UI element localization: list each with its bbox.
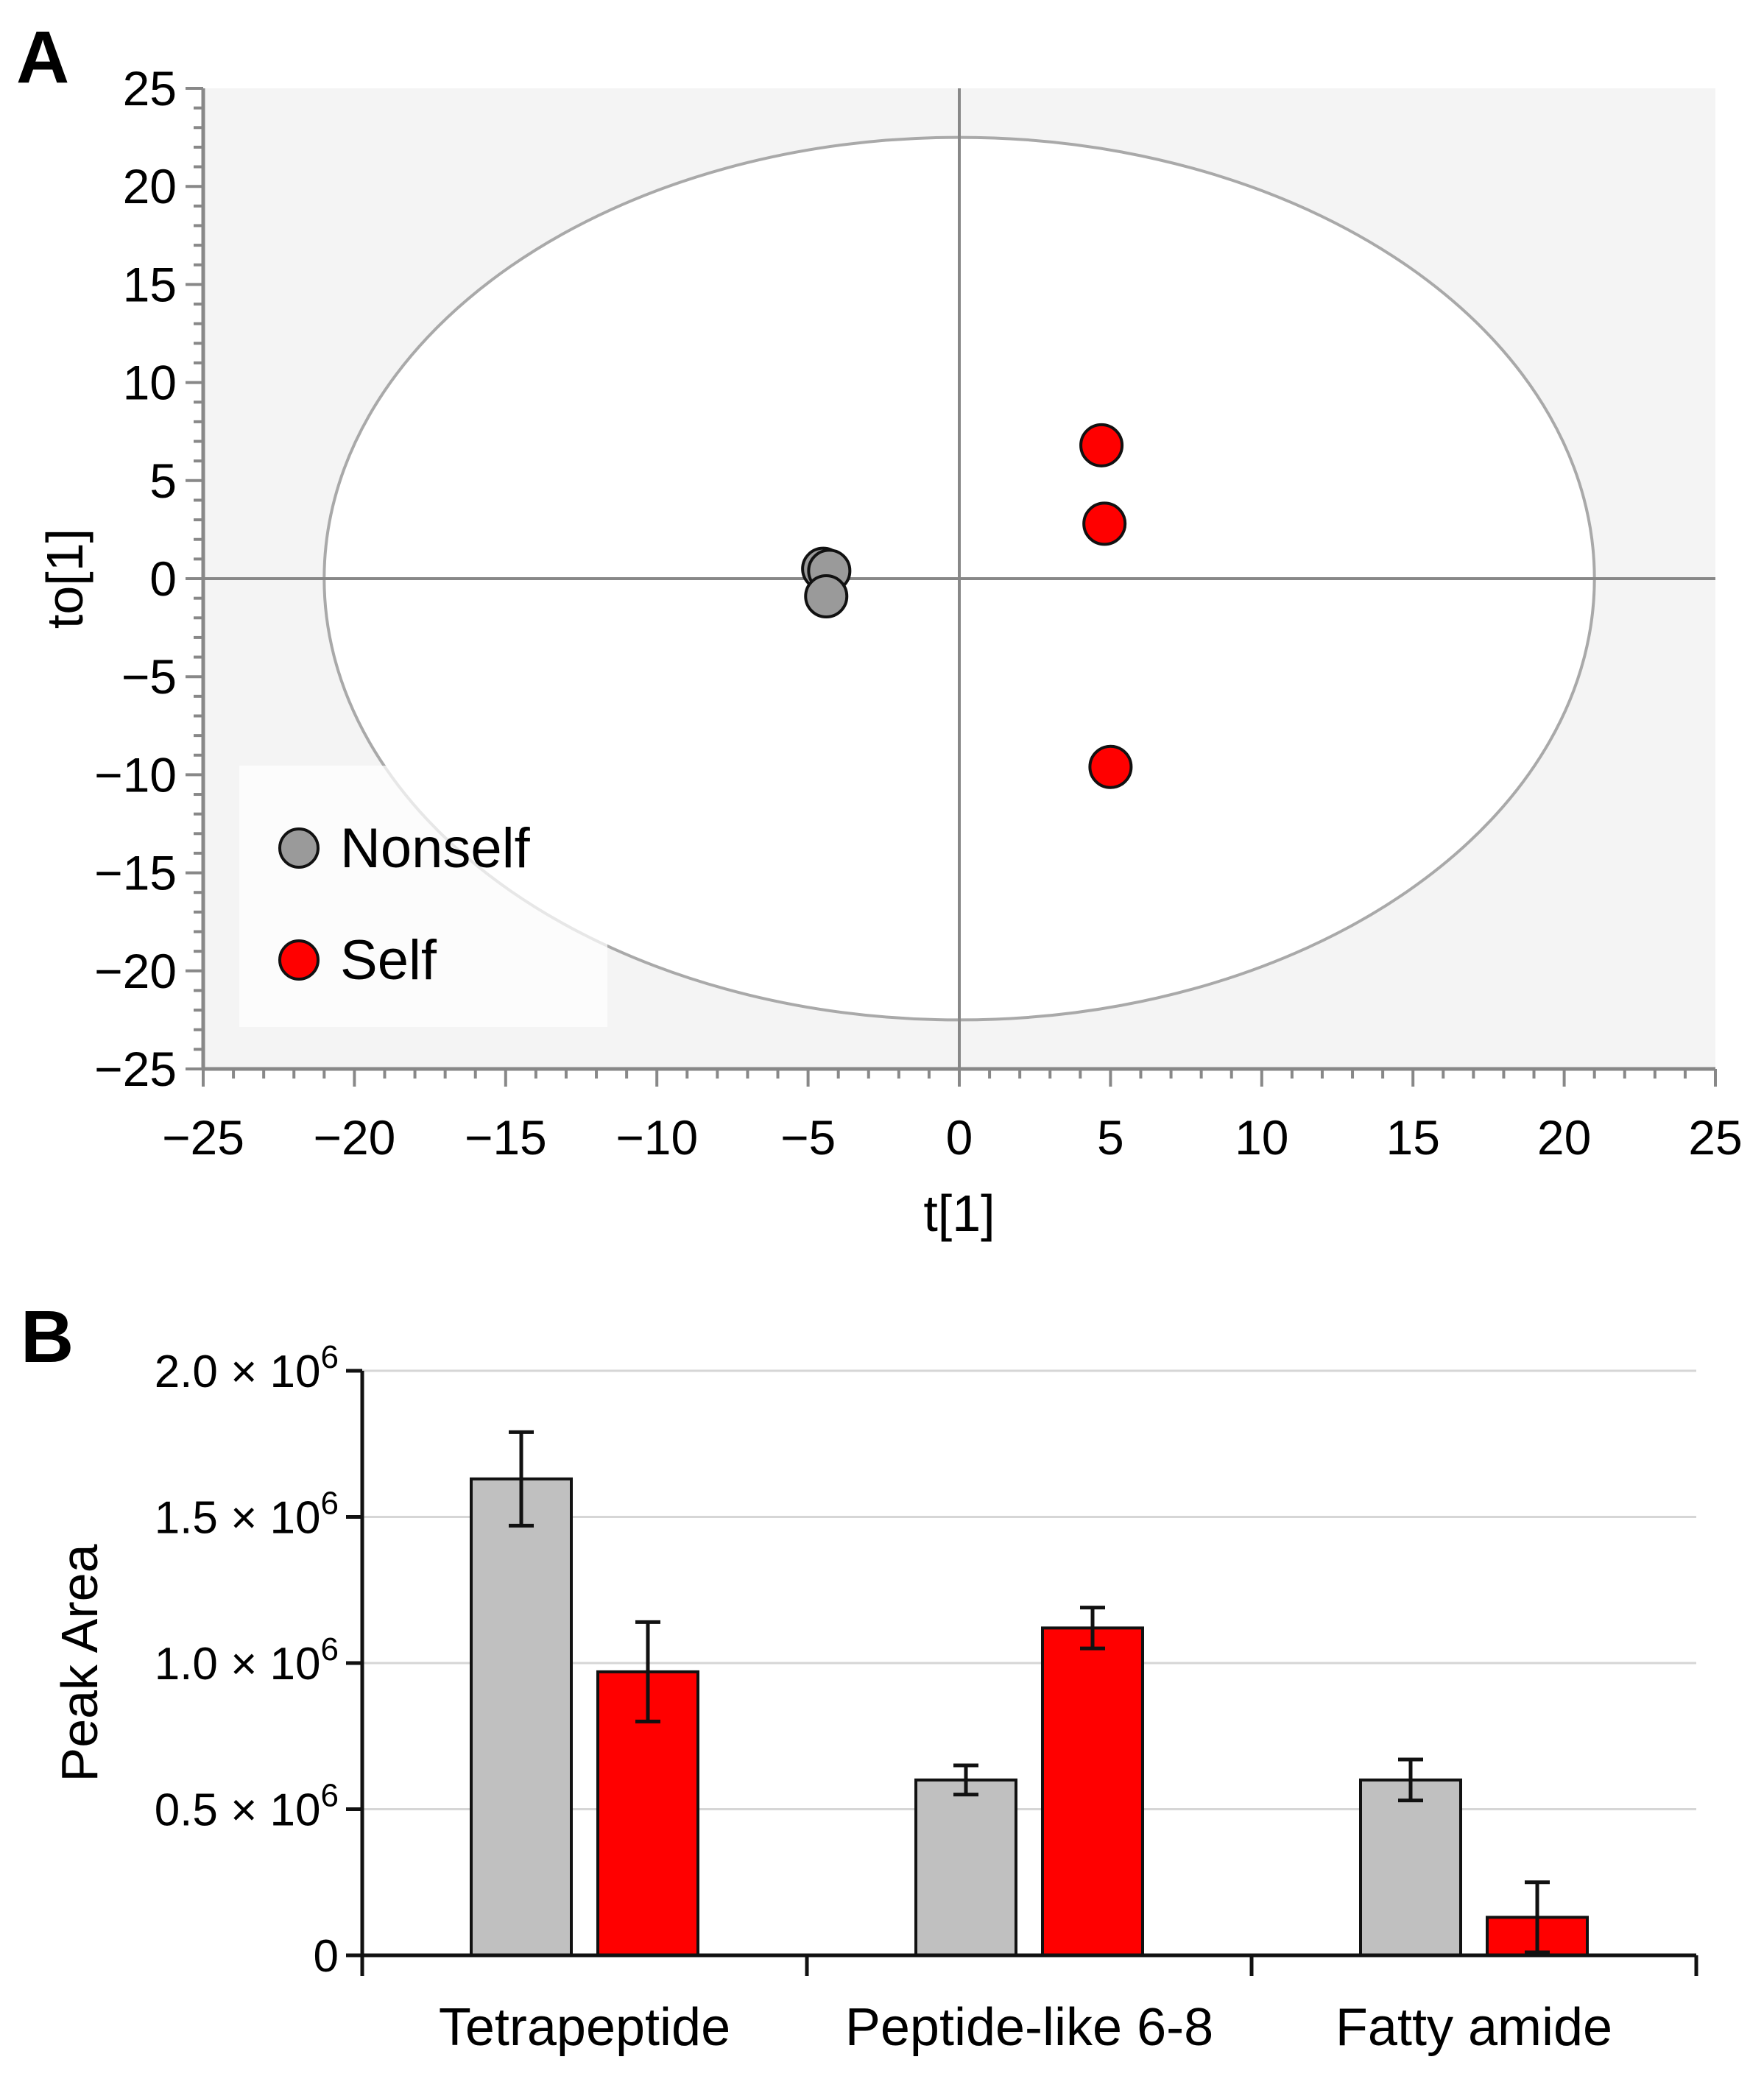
- y-tick-label: −15: [94, 846, 177, 900]
- x-tick-label: 25: [1688, 1110, 1742, 1165]
- y-axis-label: Peak Area: [51, 1544, 108, 1782]
- gridlines: [362, 1369, 1696, 1810]
- x-tick-label: 10: [1235, 1110, 1288, 1165]
- y-tick-label: 1.5 × 106: [155, 1486, 339, 1544]
- y-tick-label: −10: [94, 747, 177, 802]
- legend-label-self: Self: [340, 929, 437, 992]
- bar-nonself: [1359, 1778, 1462, 1958]
- legend-marker-self: [278, 939, 320, 981]
- x-tick-label: −5: [780, 1110, 836, 1165]
- y-tick-label-exponent: 6: [321, 1486, 339, 1522]
- y-tick-label: 25: [123, 61, 177, 116]
- data-points: [801, 423, 1133, 789]
- panel-a-letter: A: [16, 16, 69, 99]
- bar-nonself: [914, 1778, 1017, 1958]
- y-tick-label-exponent: 6: [321, 1339, 339, 1375]
- x-tick-label: −25: [162, 1110, 244, 1165]
- y-tick-label: 0.5 × 106: [155, 1778, 339, 1836]
- legend-marker-nonself: [278, 827, 320, 869]
- y-tick-label-base: 0.5 × 10: [155, 1785, 321, 1836]
- y-tick-label: 20: [123, 159, 177, 213]
- y-tick-label: −25: [94, 1042, 177, 1096]
- x-tick-label: 5: [1097, 1110, 1124, 1165]
- x-tick-label: −10: [615, 1110, 698, 1165]
- x-tick-label: −15: [465, 1110, 547, 1165]
- y-tick-label: 1.0 × 106: [155, 1631, 339, 1690]
- y-tick-label-base: 0: [314, 1931, 339, 1982]
- data-point-self: [1079, 423, 1124, 467]
- data-point-nonself: [804, 573, 849, 618]
- data-point-self: [1082, 501, 1127, 546]
- x-tick-label: 0: [946, 1110, 973, 1165]
- y-tick-label-base: 1.0 × 10: [155, 1639, 321, 1690]
- x-tick-label: 15: [1386, 1110, 1439, 1165]
- y-axis-label: to[1]: [36, 529, 94, 629]
- y-tick-label-base: 1.5 × 10: [155, 1493, 321, 1544]
- y-tick-label-base: 2.0 × 10: [155, 1346, 321, 1397]
- panel-b-letter: B: [21, 1296, 74, 1378]
- x-category-label: Tetrapeptide: [439, 1998, 730, 2057]
- y-tick-label: 2.0 × 106: [155, 1339, 339, 1397]
- x-axis-label: t[1]: [923, 1185, 995, 1242]
- legend-label-nonself: Nonself: [340, 817, 531, 880]
- panel-a-scatter: A Nonself Self −25 −20 −15 −10 −5 0 5 10 15 20 25 2…: [16, 16, 1743, 1242]
- legend: Nonself Self: [239, 766, 607, 1027]
- y-tick-label: 10: [123, 356, 177, 410]
- y-tick-label: 0: [149, 551, 177, 606]
- bar-self: [1041, 1626, 1144, 1958]
- y-tick-label-exponent: 6: [321, 1778, 339, 1814]
- y-tick-label: −20: [94, 944, 177, 998]
- data-point-self: [1088, 744, 1133, 789]
- x-category-label: Peptide-like 6-8: [845, 1998, 1213, 2057]
- bar-nonself: [470, 1477, 573, 1957]
- y-tick-label: 5: [149, 453, 177, 508]
- axes: −25 −20 −15 −10 −5 0 5 10 15 20 25 25 20 15 10 5 0 −5 −10 −…: [94, 61, 1743, 1165]
- y-tick-label-exponent: 6: [321, 1631, 339, 1667]
- x-tick-label: 20: [1537, 1110, 1591, 1165]
- bars: [470, 1430, 1589, 1958]
- x-category-label: Fatty amide: [1336, 1998, 1612, 2057]
- y-tick-label: 15: [123, 257, 177, 311]
- y-tick-label: 0: [314, 1931, 339, 1982]
- legend-background: [239, 766, 607, 1027]
- y-tick-label: −5: [121, 649, 177, 704]
- x-tick-label: −20: [313, 1110, 395, 1165]
